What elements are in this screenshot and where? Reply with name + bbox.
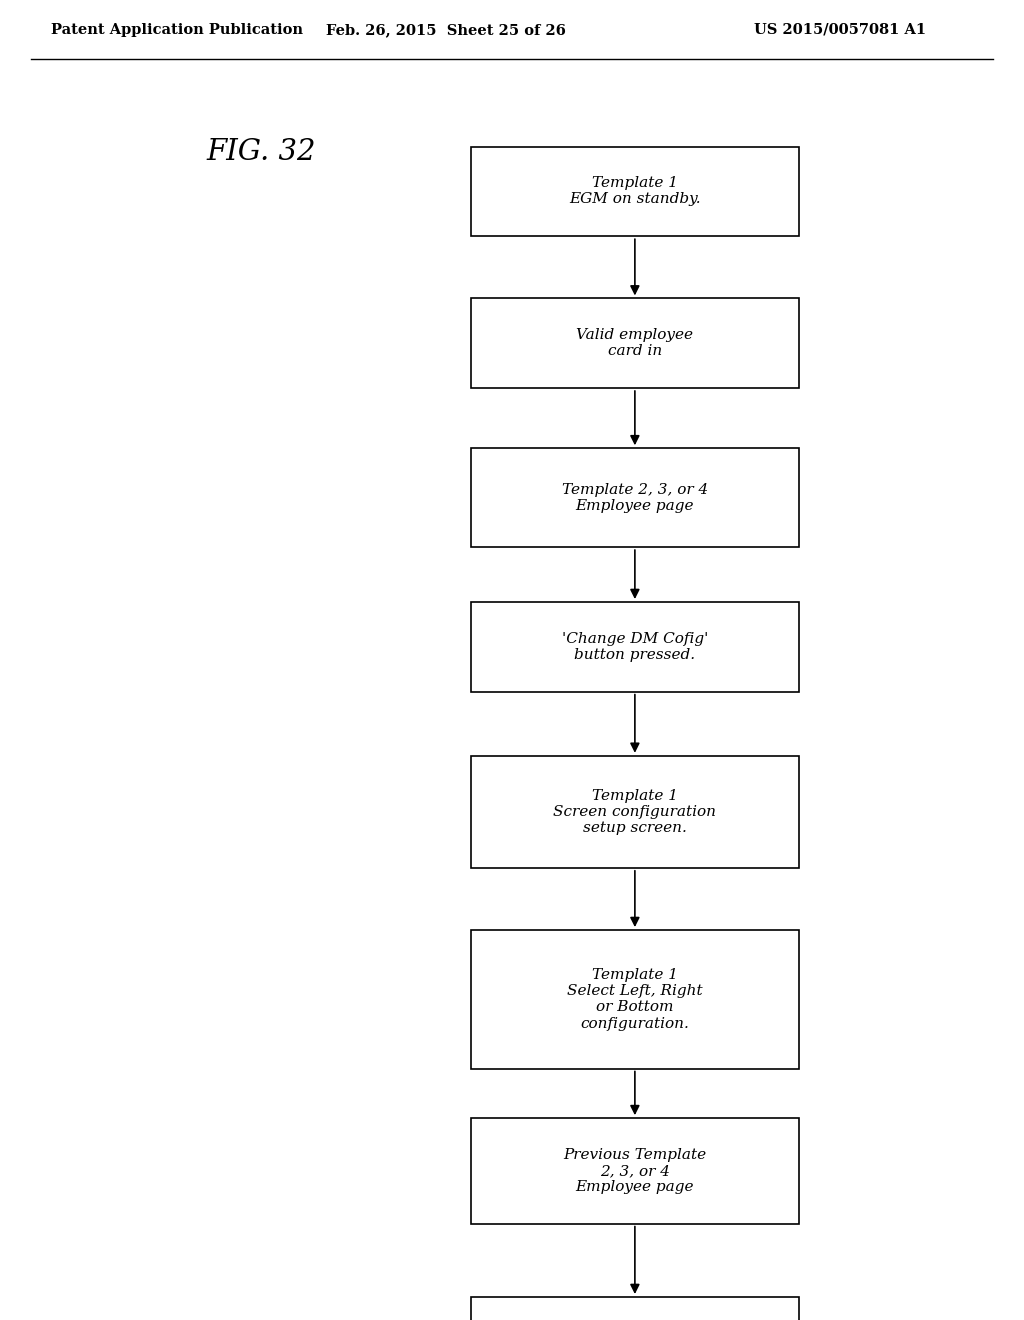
Text: US 2015/0057081 A1: US 2015/0057081 A1 [754,22,926,37]
Text: Template 1
Select Left, Right
or Bottom
configuration.: Template 1 Select Left, Right or Bottom … [567,968,702,1031]
Bar [471,1118,799,1224]
Bar [471,929,799,1069]
Bar [471,298,799,388]
Text: Template 1
EGM on standby.: Template 1 EGM on standby. [569,177,700,206]
Bar [471,602,799,692]
Text: FIG. 32: FIG. 32 [207,137,315,166]
Text: Valid employee
card in: Valid employee card in [577,329,693,358]
Bar [471,449,799,548]
Bar [471,755,799,869]
Text: Previous Template
2, 3, or 4
Employee page: Previous Template 2, 3, or 4 Employee pa… [563,1147,707,1195]
Text: Template 2, 3, or 4
Employee page: Template 2, 3, or 4 Employee page [562,483,708,512]
Text: 'Change DM Cofig'
button pressed.: 'Change DM Cofig' button pressed. [562,632,708,661]
Text: Template 1
Screen configuration
setup screen.: Template 1 Screen configuration setup sc… [553,788,717,836]
Text: Patent Application Publication: Patent Application Publication [51,22,303,37]
Text: Feb. 26, 2015  Sheet 25 of 26: Feb. 26, 2015 Sheet 25 of 26 [326,22,565,37]
Bar [471,1296,799,1320]
Bar [471,147,799,236]
